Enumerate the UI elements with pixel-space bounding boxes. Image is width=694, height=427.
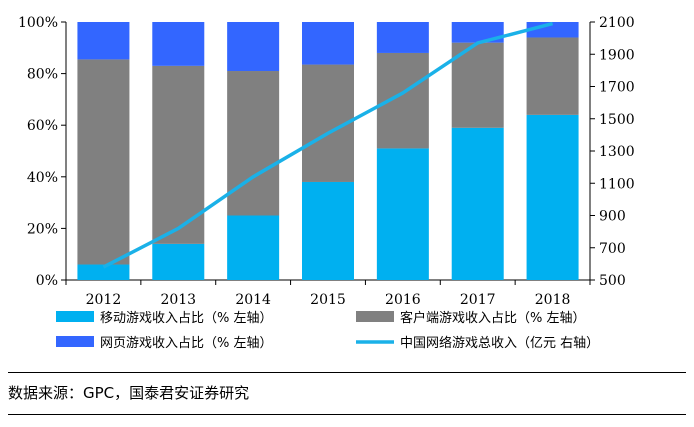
legend-label: 移动游戏收入占比（% 左轴） bbox=[100, 311, 273, 326]
bar-segment bbox=[77, 264, 130, 280]
bar-segment bbox=[152, 65, 205, 244]
right-tick-label: 700 bbox=[599, 241, 626, 257]
x-tick-label: 2015 bbox=[310, 292, 346, 308]
right-tick-label: 2100 bbox=[599, 15, 635, 31]
bar-segment bbox=[302, 181, 354, 280]
legend-label: 网页游戏收入占比（% 左轴） bbox=[100, 336, 273, 351]
right-tick-label: 1100 bbox=[599, 176, 635, 192]
bar-segment bbox=[376, 52, 429, 149]
bar-segment bbox=[77, 22, 130, 60]
top-divider bbox=[8, 372, 686, 373]
x-tick-label: 2016 bbox=[385, 292, 421, 308]
bar-segment bbox=[376, 22, 429, 53]
legend-swatch bbox=[56, 311, 94, 322]
left-tick-label: 40% bbox=[27, 170, 58, 186]
bottom-divider bbox=[8, 414, 686, 415]
legend-swatch bbox=[56, 336, 94, 347]
bar-segment bbox=[302, 22, 354, 65]
left-tick-label: 0% bbox=[36, 273, 58, 289]
bar-segment bbox=[227, 215, 280, 280]
tick-labels: 0% 20% 40% 60% 80% 100% 500 700 900 1100 1300 1500 1… bbox=[18, 15, 635, 308]
legend-swatch bbox=[356, 311, 394, 322]
right-tick-label: 900 bbox=[599, 209, 626, 225]
bar-segment bbox=[376, 148, 429, 280]
line-series bbox=[102, 21, 554, 269]
legend: 移动游戏收入占比（% 左轴） 客户端游戏收入占比（% 左轴） 网页游戏收入占比（% … bbox=[56, 310, 599, 351]
x-tick-label: 2017 bbox=[460, 292, 496, 308]
legend-label: 中国网络游戏总收入（亿元 右轴） bbox=[400, 335, 599, 351]
right-tick-label: 1900 bbox=[599, 47, 635, 63]
right-tick-label: 1500 bbox=[599, 112, 635, 128]
right-tick-label: 500 bbox=[599, 273, 626, 289]
bar-segment bbox=[526, 114, 579, 280]
left-tick-label: 80% bbox=[27, 67, 58, 83]
bar-segment bbox=[451, 22, 504, 43]
chart: 0% 20% 40% 60% 80% 100% 500 700 900 1100 1300 1500 1… bbox=[18, 15, 635, 351]
bar-segment bbox=[451, 42, 504, 128]
bar-segment bbox=[526, 37, 579, 115]
legend-label: 客户端游戏收入占比（% 左轴） bbox=[400, 310, 586, 326]
x-tick-label: 2018 bbox=[535, 292, 571, 308]
left-tick-label: 60% bbox=[27, 118, 58, 134]
bar-segment bbox=[77, 59, 130, 265]
bars bbox=[77, 22, 579, 280]
x-tick-label: 2012 bbox=[86, 292, 122, 308]
bar-segment bbox=[152, 243, 205, 280]
source-note: 数据来源：GPC，国泰君安证券研究 bbox=[8, 384, 250, 402]
x-tick-label: 2013 bbox=[160, 292, 196, 308]
bar-segment bbox=[227, 71, 280, 216]
bar-segment bbox=[451, 127, 504, 280]
x-tick-label: 2014 bbox=[235, 292, 271, 308]
right-tick-label: 1700 bbox=[599, 80, 635, 96]
left-tick-label: 20% bbox=[27, 221, 58, 237]
bar-segment bbox=[227, 22, 280, 72]
left-tick-label: 100% bbox=[18, 15, 58, 31]
right-tick-label: 1300 bbox=[599, 144, 635, 160]
bar-segment bbox=[152, 22, 205, 66]
